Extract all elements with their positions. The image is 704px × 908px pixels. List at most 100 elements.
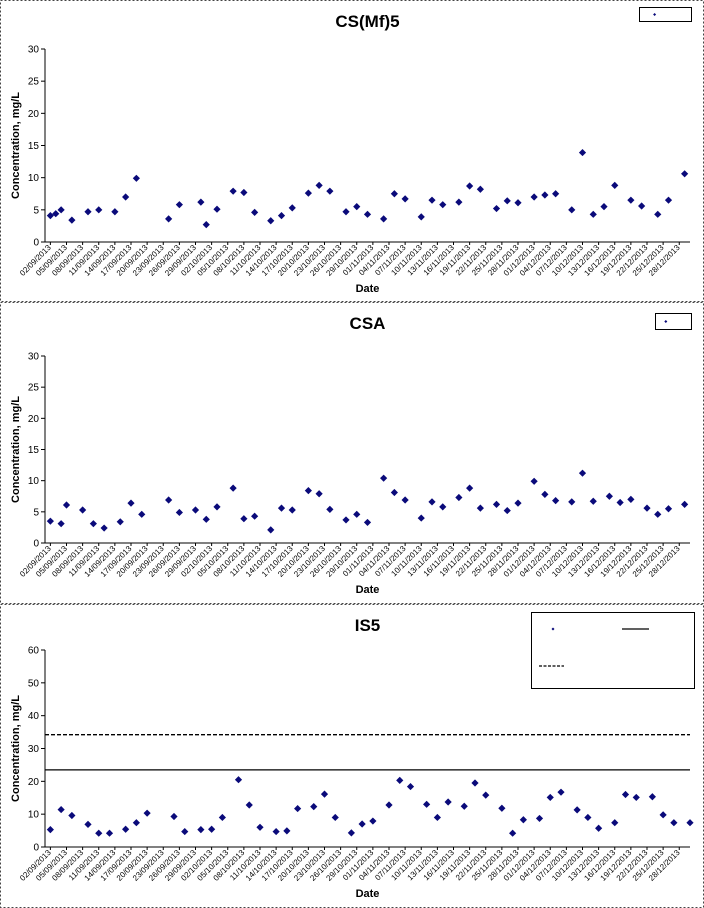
data-point bbox=[181, 827, 189, 836]
data-point bbox=[535, 814, 544, 823]
data-point bbox=[202, 515, 210, 523]
data-point bbox=[132, 174, 140, 182]
y-tick-label: 30 bbox=[28, 45, 40, 56]
data-point bbox=[326, 187, 334, 195]
data-point bbox=[111, 208, 119, 216]
data-point bbox=[568, 498, 576, 506]
data-point bbox=[455, 493, 463, 502]
data-point bbox=[326, 505, 334, 513]
data-point bbox=[277, 504, 286, 512]
y-tick-label: 60 bbox=[28, 646, 40, 657]
data-point bbox=[600, 203, 608, 211]
legend-marker bbox=[664, 320, 668, 323]
y-tick-label: 20 bbox=[28, 414, 40, 425]
chart-title: IS5 bbox=[355, 616, 381, 635]
data-point bbox=[659, 811, 667, 819]
data-point bbox=[664, 196, 673, 204]
data-point bbox=[320, 790, 329, 798]
data-point bbox=[654, 510, 662, 518]
y-tick-label: 15 bbox=[28, 445, 40, 456]
chart-panel-1: CS(Mf)505101520253002/09/201305/09/20130… bbox=[0, 0, 704, 302]
y-tick-label: 15 bbox=[28, 141, 40, 152]
data-point bbox=[390, 488, 398, 497]
data-point bbox=[417, 514, 425, 522]
data-point bbox=[417, 213, 425, 221]
data-point bbox=[627, 196, 635, 204]
data-point bbox=[62, 501, 71, 509]
data-point bbox=[213, 205, 221, 213]
data-point bbox=[380, 215, 388, 223]
data-point bbox=[202, 221, 210, 229]
data-point bbox=[353, 510, 361, 518]
data-point bbox=[213, 503, 221, 511]
data-point bbox=[315, 181, 323, 189]
data-point bbox=[315, 490, 323, 498]
data-point bbox=[670, 819, 678, 827]
data-point bbox=[681, 170, 689, 178]
data-point bbox=[84, 208, 92, 216]
data-point bbox=[84, 820, 92, 828]
data-point bbox=[347, 829, 355, 837]
data-point bbox=[363, 518, 372, 527]
data-point bbox=[401, 195, 409, 203]
data-point bbox=[406, 782, 415, 791]
data-point bbox=[304, 189, 312, 197]
data-point bbox=[46, 825, 54, 834]
data-point bbox=[519, 816, 527, 824]
chart-panel-3: IS5010203040506002/09/201305/09/201308/0… bbox=[0, 604, 704, 908]
data-point bbox=[342, 516, 350, 524]
data-point bbox=[385, 801, 393, 809]
y-tick-label: 0 bbox=[33, 843, 39, 854]
data-point bbox=[331, 813, 339, 822]
legend bbox=[639, 7, 692, 22]
data-point bbox=[138, 510, 146, 518]
data-point bbox=[423, 800, 431, 808]
data-point bbox=[267, 217, 275, 225]
data-point bbox=[191, 506, 200, 514]
data-point bbox=[444, 798, 452, 806]
chart-panel-2: CSA05101520253002/09/201305/09/201308/09… bbox=[0, 302, 704, 604]
data-point bbox=[611, 181, 619, 189]
data-point bbox=[546, 793, 554, 802]
data-point bbox=[482, 791, 490, 799]
data-point bbox=[514, 499, 522, 507]
y-axis-title: Concentration, mg/L bbox=[10, 396, 22, 503]
data-point bbox=[294, 804, 302, 813]
data-point bbox=[589, 210, 597, 218]
data-point bbox=[530, 477, 538, 485]
data-point bbox=[466, 484, 474, 492]
data-point bbox=[578, 469, 587, 477]
data-point bbox=[283, 827, 291, 835]
y-tick-label: 0 bbox=[33, 238, 39, 249]
data-point bbox=[648, 793, 656, 801]
legend-marker bbox=[551, 627, 555, 631]
data-point bbox=[589, 497, 597, 505]
data-point bbox=[552, 190, 560, 198]
data-point bbox=[584, 813, 592, 822]
data-point bbox=[234, 776, 243, 784]
data-point bbox=[353, 203, 361, 211]
data-point bbox=[369, 817, 377, 825]
data-point bbox=[68, 811, 76, 820]
data-point bbox=[503, 506, 511, 515]
data-point bbox=[245, 801, 253, 809]
data-point bbox=[514, 199, 522, 207]
y-tick-label: 0 bbox=[33, 539, 39, 550]
data-point bbox=[428, 498, 436, 506]
data-point bbox=[68, 216, 76, 224]
data-point bbox=[240, 515, 248, 523]
x-axis-title: Date bbox=[356, 283, 380, 295]
data-point bbox=[611, 819, 619, 827]
panel-frame bbox=[0, 302, 704, 604]
chart-title: CS(Mf)5 bbox=[335, 12, 399, 31]
data-point bbox=[643, 504, 651, 512]
data-point bbox=[390, 190, 398, 198]
y-tick-label: 20 bbox=[28, 777, 40, 788]
data-point bbox=[197, 198, 205, 206]
data-point bbox=[229, 484, 237, 492]
x-axis-title: Date bbox=[356, 584, 380, 596]
x-axis-title: Date bbox=[356, 888, 380, 900]
legend-box bbox=[531, 612, 695, 689]
data-point bbox=[46, 517, 54, 525]
data-point bbox=[664, 505, 673, 513]
